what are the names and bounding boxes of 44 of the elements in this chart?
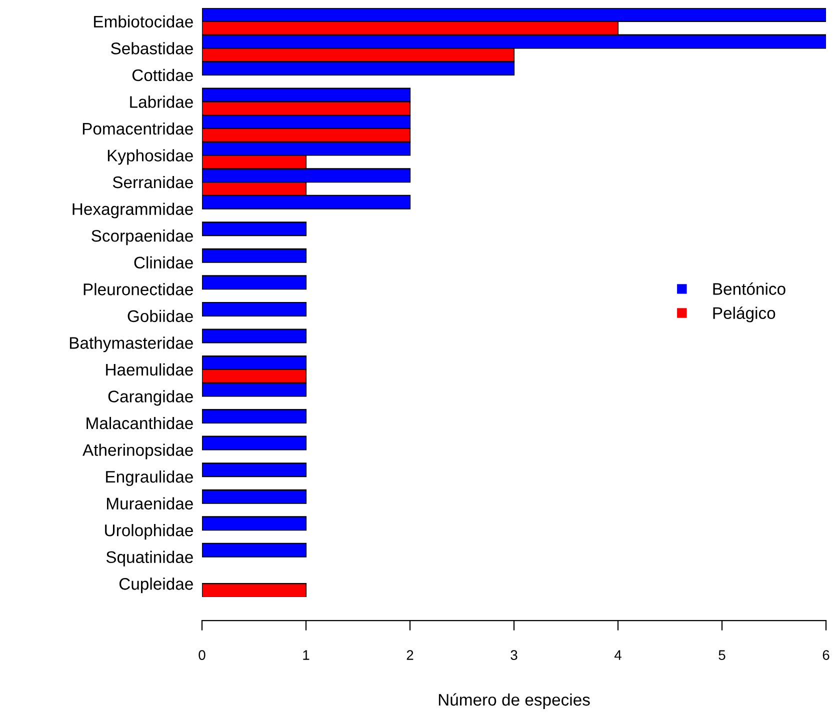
y-tick-label: Serranidae [112,176,193,188]
x-tick-label: 2 [406,650,414,660]
bar [202,436,307,450]
y-tick-label: Atherinopsidae [82,444,193,460]
bar [202,409,307,424]
y-tick-label: Muraenidae [107,497,193,510]
x-axis-title: Número de especies [438,693,590,710]
bar [202,302,307,316]
y-tick-label: Squatinidae [106,550,193,566]
y-tick-label: Carangidae [108,390,193,406]
x-tick-label: 4 [614,650,622,660]
y-tick-label: Embiotocidae [94,15,193,28]
x-tick-label: 1 [303,650,310,660]
y-tick-label: Malacanthidae [86,416,193,430]
bar [202,542,307,558]
y-tick-label: Scorpaenidae [92,230,193,246]
bar [202,462,307,478]
y-tick-label: Hexagrammidae [72,202,193,218]
y-tick-label: Pomacentridae [82,122,193,135]
y-tick-label: Cottidae [132,68,193,82]
x-tick-label: 3 [510,650,518,660]
y-tick-label: Haemulidae [106,363,193,376]
bar [202,583,307,597]
y-tick-label: Gobiidae [128,310,193,322]
y-tick-label: Sebastidae [111,42,193,54]
y-tick-label: Cupleidae [119,578,193,594]
y-tick-label: Bathymasteridae [70,336,193,352]
bar [202,222,307,236]
bar [202,516,307,531]
x-tick-label: 0 [198,650,206,660]
y-tick-label: Urolophidae [105,524,193,540]
legend-label: Bentónico [713,282,786,295]
bar [202,328,307,344]
bar [202,275,307,290]
y-tick-label: Pleuronectidae [84,283,193,296]
x-tick-label: 5 [718,650,726,660]
y-tick-label: Engraulidae [106,470,193,486]
bar [202,248,307,263]
y-tick-label: Labridae [130,96,193,108]
y-tick-label: Clinidae [134,256,193,269]
legend-label: Pelágico [713,306,776,322]
bar [202,489,307,504]
x-tick-label: 6 [822,650,830,660]
y-tick-label: Kyphosidae [108,149,193,165]
